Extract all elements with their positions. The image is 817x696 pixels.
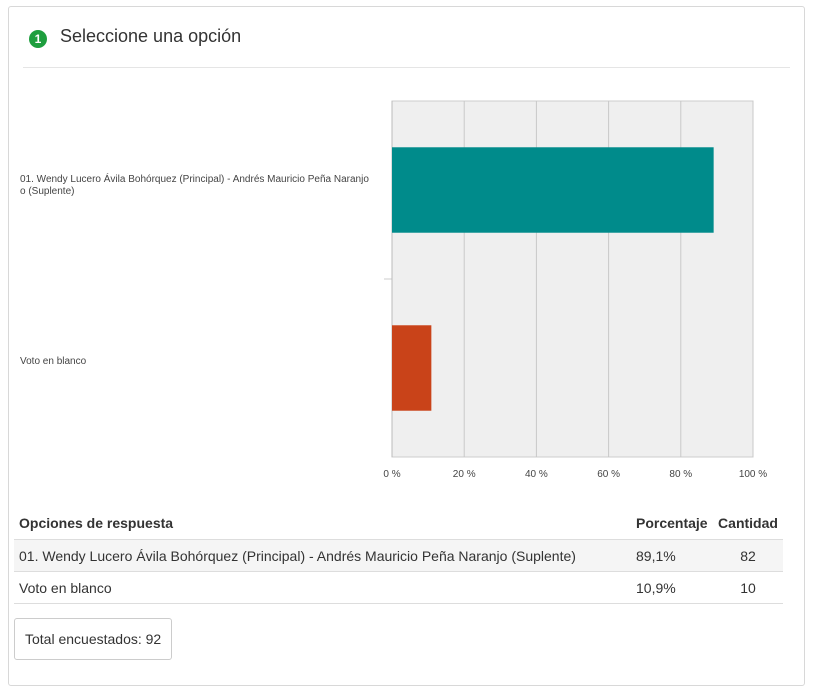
category-label-2: Voto en blanco [20, 356, 87, 367]
row-percent: 89,1% [631, 539, 713, 572]
table-header-row: Opciones de respuesta Porcentaje Cantida… [14, 509, 783, 540]
x-tick-label-1: 20 % [453, 469, 476, 480]
row-count: 82 [713, 539, 783, 572]
row-percent: 10,9% [631, 571, 713, 604]
category-label-1: 01. Wendy Lucero Ávila Bohórquez (Princi… [20, 174, 405, 198]
x-tick-label-4: 80 % [669, 469, 692, 480]
row-option: 01. Wendy Lucero Ávila Bohórquez (Princi… [14, 539, 631, 572]
question-number-badge: 1 [29, 30, 47, 48]
bar-2 [392, 325, 432, 411]
results-table: Opciones de respuesta Porcentaje Cantida… [14, 509, 783, 604]
bar-1 [392, 147, 714, 233]
total-respondents: Total encuestados: 92 [14, 618, 173, 660]
bar-chart: 0 % 20 % 40 % 60 % 80 % 100 % [383, 100, 767, 480]
table-row: 01. Wendy Lucero Ávila Bohórquez (Princi… [14, 539, 783, 572]
header-percent: Porcentaje [636, 515, 708, 531]
category-label-1-line-2: o (Suplente) [20, 186, 75, 197]
x-tick-label-3: 60 % [597, 469, 620, 480]
header-option: Opciones de respuesta [19, 515, 174, 531]
category-label-1-line-1: 01. Wendy Lucero Ávila Bohórquez (Princi… [20, 174, 369, 185]
x-tick-label-0: 0 % [383, 469, 400, 480]
row-option: Voto en blanco [14, 571, 631, 604]
header-count: Cantidad [718, 515, 778, 531]
x-tick-label-2: 40 % [525, 469, 548, 480]
row-count: 10 [713, 571, 783, 604]
table-row: Voto en blanco 10,9% 10 [14, 571, 783, 604]
question-header: 1 Seleccione una opción [23, 23, 790, 68]
x-tick-label-5: 100 % [739, 469, 767, 480]
question-title: Seleccione una opción [60, 26, 242, 46]
